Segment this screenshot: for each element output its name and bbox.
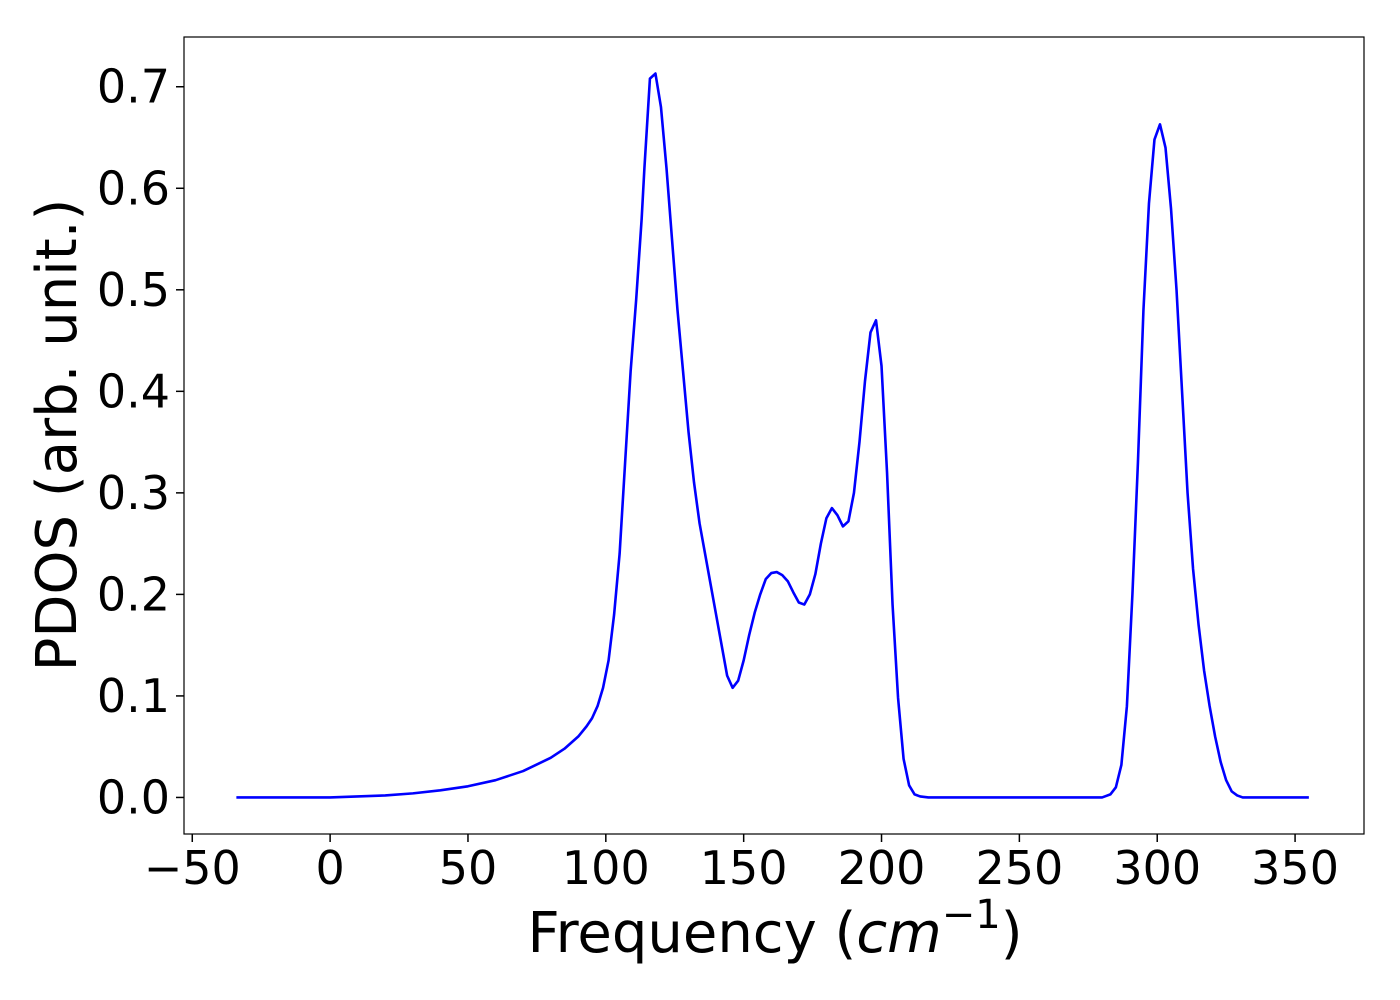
x-tick-label: 50 (439, 841, 498, 895)
x-tick-label: −50 (144, 841, 241, 895)
y-tick-label: 0.2 (97, 567, 170, 621)
y-tick-label: 0.3 (97, 466, 170, 520)
y-axis-label: PDOS (arb. unit.) (25, 199, 90, 672)
data-line (236, 72, 1309, 799)
y-tick-label: 0.7 (97, 60, 170, 114)
x-tick-label: 250 (975, 841, 1063, 895)
x-label-prefix: Frequency ( (527, 901, 856, 966)
y-tick-label: 0.4 (97, 364, 170, 418)
y-tick-label: 0.1 (97, 669, 170, 723)
plot-frame (183, 36, 1365, 835)
x-label-suffix: ) (1001, 901, 1023, 966)
x-axis-label: Frequency (cm−1) (527, 892, 1022, 966)
x-tick-label: 350 (1251, 841, 1339, 895)
x-tick-label: 0 (315, 841, 344, 895)
x-label-exponent: −1 (942, 892, 1001, 938)
y-tick-label: 0.5 (97, 263, 170, 317)
y-tick-label: 0.0 (97, 770, 170, 824)
x-label-unit: cm (856, 901, 941, 966)
y-tick-label: 0.6 (97, 161, 170, 215)
x-tick-label: 100 (562, 841, 650, 895)
x-tick-label: 200 (838, 841, 926, 895)
x-tick-label: 150 (700, 841, 788, 895)
x-tick-label: 300 (1113, 841, 1201, 895)
